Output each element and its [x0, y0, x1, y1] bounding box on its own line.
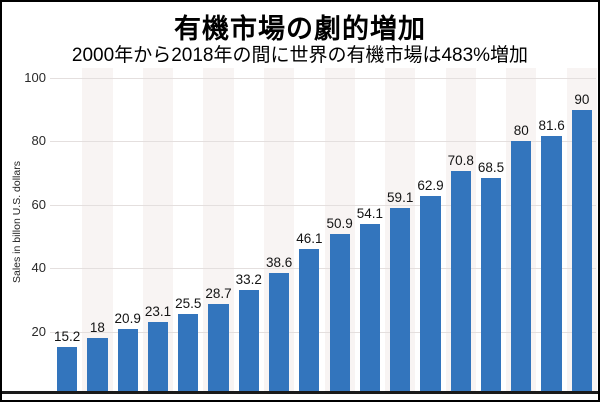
- bar: [359, 223, 381, 391]
- bar: [208, 304, 229, 391]
- bar-value-label: 90: [574, 91, 590, 107]
- bar: [450, 170, 471, 391]
- bar-value-label: 23.1: [144, 303, 172, 319]
- bar-value-label: 59.1: [387, 189, 414, 205]
- gridline: [50, 78, 596, 79]
- bar-value-label: 33.2: [235, 271, 262, 287]
- bar: [420, 195, 441, 391]
- bar-value-label: 54.1: [356, 205, 384, 221]
- gridline: [50, 268, 596, 270]
- bar-value-label: 50.9: [326, 215, 353, 231]
- bar-value-label: 81.6: [538, 118, 565, 134]
- gridline: [50, 204, 596, 206]
- bar: [117, 328, 138, 391]
- bar: [57, 346, 78, 391]
- bar: [390, 207, 411, 391]
- y-tick-label: 40: [31, 260, 46, 276]
- bar: [541, 136, 562, 391]
- bar: [178, 314, 199, 391]
- bar-value-label: 80: [513, 123, 529, 139]
- bar: [268, 272, 290, 391]
- y-tick-label: 20: [31, 323, 46, 339]
- y-axis-title: Sales in billon U.S. dollars: [11, 161, 23, 283]
- chart-title: 有機市場の劇的増加: [174, 14, 426, 44]
- bar: [238, 289, 259, 391]
- gridline: [50, 141, 596, 143]
- x-axis-line: [2, 391, 598, 394]
- y-tick-label: 60: [31, 196, 46, 212]
- bar-value-label: 38.6: [265, 254, 293, 270]
- bar-value-label: 18: [89, 319, 105, 335]
- bar: [147, 321, 169, 391]
- bar: [329, 233, 350, 391]
- bar-value-label: 28.7: [205, 286, 232, 302]
- chart-subtitle: 2000年から2018年の間に世界の有機市場は483%増加: [71, 45, 529, 66]
- gridline: [50, 331, 596, 333]
- bar: [511, 141, 532, 391]
- bar: [299, 248, 320, 391]
- column-band: [82, 68, 113, 391]
- bar-value-label: 25.5: [175, 296, 202, 312]
- bar-value-label: 70.8: [447, 152, 474, 168]
- bar: [87, 337, 108, 391]
- bar-value-label: 62.9: [417, 177, 444, 193]
- bar: [571, 109, 592, 391]
- bar-value-label: 15.2: [53, 328, 81, 344]
- bar-value-label: 20.9: [114, 310, 141, 326]
- bar-value-label: 68.5: [477, 159, 505, 175]
- y-tick-label: 100: [24, 70, 46, 85]
- bar: [480, 177, 502, 391]
- bar-value-label: 46.1: [296, 230, 323, 246]
- y-tick-label: 80: [31, 133, 46, 149]
